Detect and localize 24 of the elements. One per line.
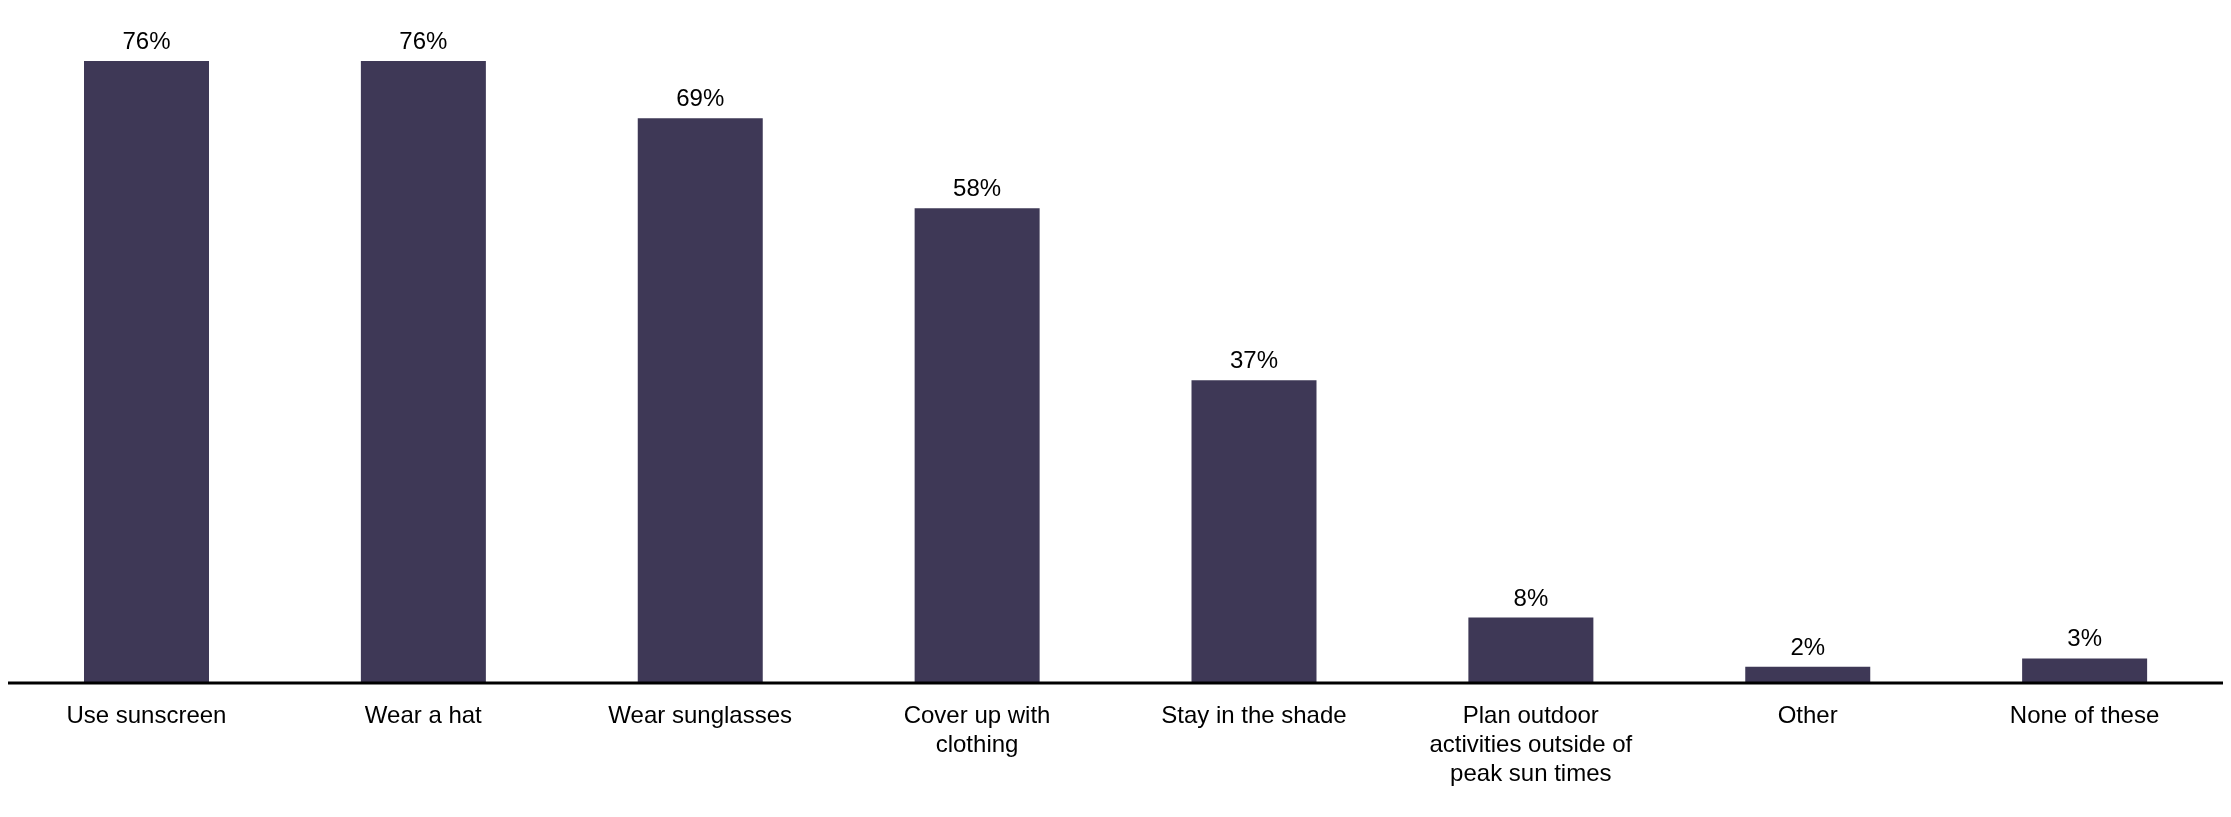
bar <box>1468 617 1594 683</box>
data-label: 69% <box>676 84 725 112</box>
bar <box>637 118 763 683</box>
data-label: 8% <box>1513 583 1549 611</box>
data-label: 76% <box>122 27 171 54</box>
x-tick-label: None of these <box>2009 701 2160 728</box>
bar <box>360 61 486 683</box>
bar <box>914 208 1040 683</box>
bar <box>2022 658 2148 683</box>
bar <box>84 61 209 683</box>
x-tick-label: Cover up with clothing <box>903 701 1051 757</box>
x-tick-label: Stay in the shade <box>1161 701 1347 728</box>
bar <box>1191 380 1317 683</box>
data-label: 76% <box>399 27 448 54</box>
x-tick-label: Use sunscreen <box>66 701 227 728</box>
bar <box>1745 666 1871 683</box>
x-tick-label: Other <box>1777 701 1838 728</box>
data-label: 58% <box>953 174 1002 202</box>
x-tick-label: Plan outdoor activities outside of peak sun times <box>1429 701 1633 786</box>
x-tick-label: Wear sunglasses <box>608 701 793 728</box>
x-tick-label: Wear a hat <box>364 701 483 728</box>
data-label: 3% <box>2067 624 2102 652</box>
data-label: 37% <box>1229 346 1279 374</box>
data-label: 2% <box>1790 632 1826 660</box>
